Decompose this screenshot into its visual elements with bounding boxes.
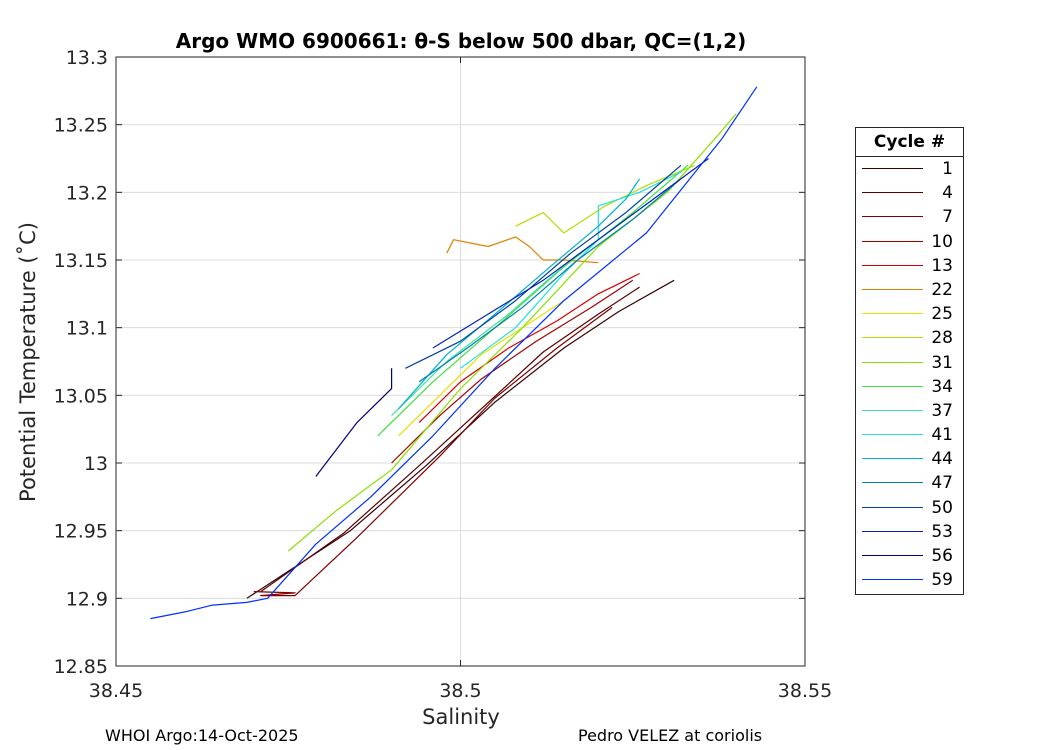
grid-lines (116, 57, 805, 666)
legend-swatch (862, 530, 923, 532)
legend-label: 10 (931, 231, 953, 252)
y-tick-label: 13.25 (54, 115, 108, 137)
legend-label: 4 (942, 183, 953, 204)
legend-item: 10 (856, 230, 963, 254)
legend-swatch (862, 216, 923, 218)
legend-label: 41 (931, 425, 953, 446)
legend-item: 59 (856, 568, 963, 592)
legend-item: 22 (856, 278, 963, 302)
series-line-cycle-10 (391, 279, 634, 464)
legend-item: 4 (856, 181, 963, 205)
x-tick-label: 38.45 (89, 680, 143, 702)
legend-item: 56 (856, 544, 963, 568)
chart-title: Argo WMO 6900661: θ-S below 500 dbar, QC… (176, 29, 746, 53)
legend-item: 28 (856, 326, 963, 350)
series-line-cycle-22 (446, 236, 599, 264)
legend-swatch (862, 385, 923, 387)
legend-swatch (862, 361, 923, 363)
legend-swatch (862, 434, 923, 436)
legend-label: 53 (931, 521, 953, 542)
legend-label: 50 (931, 497, 953, 518)
legend: Cycle # 1 4 7 10 13 22 25 28 31 34 37 41 44 47 50 53 56 5… (855, 127, 964, 595)
series-line-cycle-25 (398, 300, 565, 437)
legend-item: 1 (856, 157, 963, 181)
y-axis-label: Potential Temperature (˚C) (16, 222, 40, 502)
footer-right: Pedro VELEZ at coriolis (578, 726, 763, 745)
legend-swatch (862, 288, 923, 290)
legend-item: 31 (856, 351, 963, 375)
legend-label: 34 (931, 376, 953, 397)
legend-item: 37 (856, 399, 963, 423)
legend-title: Cycle # (856, 128, 963, 157)
series-line-cycle-31 (287, 113, 737, 552)
y-tick-label: 13.05 (54, 385, 108, 407)
legend-item: 53 (856, 520, 963, 544)
legend-item: 44 (856, 447, 963, 471)
legend-label: 7 (942, 207, 953, 228)
y-tick-label: 12.9 (66, 588, 108, 610)
series-line-cycle-34 (377, 164, 689, 437)
x-tick-label: 38.55 (778, 680, 832, 702)
legend-swatch (862, 555, 923, 556)
y-axis: 12.85 12.9 12.95 13 13.05 13.1 13.15 13.2 13.25 1… (54, 47, 805, 678)
legend-item: 25 (856, 302, 963, 326)
legend-item: 41 (856, 423, 963, 447)
series-line-cycle-53 (432, 158, 709, 349)
legend-item: 50 (856, 496, 963, 520)
legend-label: 47 (931, 473, 953, 494)
x-tick-label: 38.5 (439, 680, 481, 702)
y-tick-label: 13.1 (66, 318, 108, 340)
legend-label: 25 (931, 304, 953, 325)
legend-swatch (862, 192, 923, 194)
legend-label: 28 (931, 328, 953, 349)
legend-swatch (862, 506, 923, 508)
legend-item: 47 (856, 471, 963, 495)
series-line-cycle-13 (418, 272, 640, 423)
footer-left: WHOI Argo:14-Oct-2025 (105, 726, 299, 745)
legend-swatch (862, 240, 923, 242)
legend-label: 37 (931, 400, 953, 421)
y-tick-label: 12.85 (54, 656, 108, 678)
legend-swatch (862, 579, 923, 581)
y-tick-label: 13.3 (66, 47, 108, 69)
legend-swatch (862, 264, 923, 266)
series-line-cycle-47 (418, 178, 682, 383)
x-axis-label: Salinity (422, 705, 500, 729)
legend-swatch (862, 168, 923, 169)
y-tick-label: 13 (84, 453, 108, 475)
legend-item: 7 (856, 205, 963, 229)
legend-swatch (862, 409, 923, 411)
series-line-cycle-50 (405, 164, 682, 369)
legend-label: 13 (931, 255, 953, 276)
series-line-cycle-44 (398, 178, 641, 410)
legend-swatch (862, 482, 923, 484)
y-tick-label: 13.2 (66, 182, 108, 204)
x-axis: 38.45 38.5 38.55 (89, 57, 832, 702)
legend-item: 34 (856, 375, 963, 399)
legend-item: 13 (856, 254, 963, 278)
series-line-cycle-7 (253, 306, 613, 597)
series-line-cycle-28 (515, 164, 696, 234)
legend-swatch (862, 313, 923, 315)
series-line-cycle-1 (246, 279, 675, 599)
legend-label: 31 (931, 352, 953, 373)
series-line-cycle-59 (150, 86, 758, 620)
series-group (150, 86, 758, 620)
series-line-cycle-56 (315, 368, 393, 477)
y-tick-label: 12.95 (54, 521, 108, 543)
legend-label: 1 (942, 159, 953, 179)
legend-label: 22 (931, 279, 953, 300)
series-line-cycle-4 (260, 286, 640, 593)
y-tick-label: 13.15 (54, 250, 108, 272)
legend-swatch (862, 337, 923, 339)
legend-swatch (862, 458, 923, 460)
legend-label: 59 (931, 570, 953, 591)
legend-label: 56 (931, 546, 953, 566)
legend-label: 44 (931, 449, 953, 470)
